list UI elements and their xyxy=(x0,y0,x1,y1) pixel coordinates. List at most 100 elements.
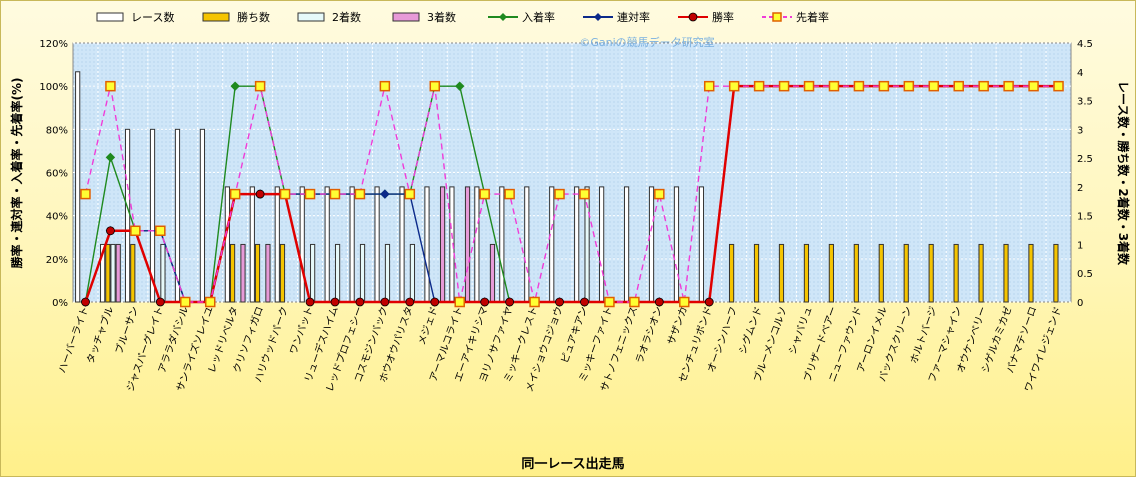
point-先着率 xyxy=(1053,80,1064,92)
bar-勝ち数 xyxy=(778,243,785,303)
y-axis-left-title: 勝率・連対率・入着率・先着率(%) xyxy=(9,78,24,269)
y-left-tick-label: 120% xyxy=(39,39,68,50)
y-left-tick-label: 40% xyxy=(46,212,68,223)
line-先着率 xyxy=(84,85,1059,303)
point-先着率 xyxy=(604,296,615,308)
legend-item: 先着率 xyxy=(762,10,829,24)
point-先着率 xyxy=(654,188,665,200)
y-left-tick-label: 100% xyxy=(39,82,68,93)
y-right-tick-label: 2.5 xyxy=(1077,154,1093,165)
point-先着率 xyxy=(329,188,341,200)
point-先着率 xyxy=(978,80,989,92)
point-先着率 xyxy=(180,296,191,308)
legend-item: 勝率 xyxy=(678,10,734,24)
point-勝率 xyxy=(505,297,515,307)
point-勝率 xyxy=(380,297,390,307)
bar-勝ち数 xyxy=(1003,243,1009,303)
bar-勝ち数 xyxy=(978,243,984,303)
bar-勝ち数 xyxy=(803,243,810,303)
bar-レース数 xyxy=(698,186,705,303)
point-先着率 xyxy=(703,80,715,92)
point-先着率 xyxy=(429,80,441,92)
y-right-tick-label: 3 xyxy=(1077,125,1083,136)
point-先着率 xyxy=(80,188,91,200)
y-right-tick-label: 4.5 xyxy=(1077,39,1093,50)
legend-marker xyxy=(594,13,602,21)
point-勝率 xyxy=(255,189,265,199)
point-勝率 xyxy=(355,297,365,307)
point-勝率 xyxy=(555,297,564,307)
bar-勝ち数 xyxy=(105,243,111,303)
legend-item: レース数 xyxy=(96,11,174,24)
x-tick-label: ワンパット xyxy=(287,305,315,356)
y-axis-right-title: レース数・勝ち数・2着数・3着数 xyxy=(1116,81,1131,266)
point-先着率 xyxy=(679,296,690,308)
bar-3着数 xyxy=(439,186,446,303)
point-先着率 xyxy=(828,80,840,92)
y-right-tick-label: 4 xyxy=(1077,68,1083,79)
bar-レース数 xyxy=(524,186,530,303)
x-axis-title: 同一レース出走馬 xyxy=(521,456,624,472)
point-先着率 xyxy=(279,188,291,200)
point-勝率 xyxy=(704,297,714,307)
point-先着率 xyxy=(803,80,815,92)
point-先着率 xyxy=(554,188,565,200)
y-left-tick-label: 20% xyxy=(46,255,68,266)
grid-lines xyxy=(73,42,1071,303)
point-先着率 xyxy=(254,80,266,92)
bar-レース数 xyxy=(549,186,555,303)
bar-3着数 xyxy=(489,243,496,303)
bar-勝ち数 xyxy=(1053,243,1059,303)
bar-レース数 xyxy=(274,186,280,303)
bar-レース数 xyxy=(673,186,680,303)
point-入着率 xyxy=(105,152,116,163)
bar-3着数 xyxy=(240,243,246,303)
point-勝率 xyxy=(330,297,340,307)
point-先着率 xyxy=(229,188,241,200)
legend-label: 連対率 xyxy=(617,10,650,24)
bar-2着数 xyxy=(310,243,316,303)
bar-レース数 xyxy=(349,186,355,303)
point-先着率 xyxy=(504,188,515,200)
x-tick-label: ブルーサン xyxy=(112,305,141,356)
bar-レース数 xyxy=(374,186,380,303)
legend: レース数 勝ち数 2着数 3着数 入着率 連対率 勝率 先着率 xyxy=(96,10,829,24)
bar-勝ち数 xyxy=(878,243,884,303)
bar-レース数 xyxy=(299,186,305,303)
point-先着率 xyxy=(529,296,540,308)
bar-レース数 xyxy=(199,128,206,303)
bar-レース数 xyxy=(324,186,330,303)
y-right-tick-label: 2 xyxy=(1077,183,1083,194)
y-right-tick-label: 3.5 xyxy=(1077,97,1093,108)
y-right-tick-label: 0 xyxy=(1077,298,1083,309)
point-先着率 xyxy=(379,80,391,92)
legend-swatch xyxy=(96,12,124,22)
legend-item: 入着率 xyxy=(488,10,555,24)
point-先着率 xyxy=(753,80,765,92)
point-先着率 xyxy=(454,296,465,308)
bar-勝ち数 xyxy=(254,243,261,303)
point-先着率 xyxy=(105,80,116,92)
bar-レース数 xyxy=(124,128,131,303)
bar-勝ち数 xyxy=(928,243,934,303)
legend-label: 勝ち数 xyxy=(237,10,270,24)
legend-label: 入着率 xyxy=(522,10,555,24)
watermark: ©Ganiの競馬データ研究室 xyxy=(579,35,714,49)
point-勝率 xyxy=(106,226,115,236)
point-先着率 xyxy=(354,188,366,200)
point-先着率 xyxy=(629,296,640,308)
bar-レース数 xyxy=(224,186,230,303)
y-left-tick-label: 80% xyxy=(46,125,68,136)
point-勝率 xyxy=(480,297,490,307)
point-先着率 xyxy=(304,188,316,200)
legend-item: 2着数 xyxy=(297,10,361,24)
point-勝率 xyxy=(305,297,315,307)
point-先着率 xyxy=(953,80,964,92)
bar-勝ち数 xyxy=(728,243,735,303)
point-入着率 xyxy=(455,81,465,91)
bar-2着数 xyxy=(409,243,416,303)
legend-label: 2着数 xyxy=(332,10,361,24)
bar-勝ち数 xyxy=(853,243,859,303)
legend-swatch xyxy=(392,12,420,22)
point-先着率 xyxy=(155,225,166,237)
